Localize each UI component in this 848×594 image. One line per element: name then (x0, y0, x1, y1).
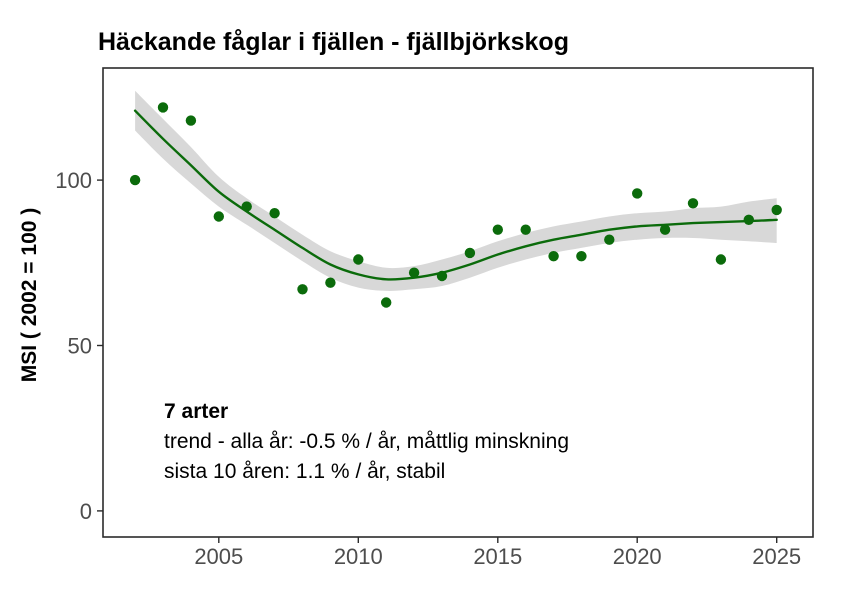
data-point (297, 284, 308, 295)
y-tick-label: 100 (55, 168, 92, 193)
panel-border (102, 67, 814, 538)
data-point (604, 234, 615, 245)
data-point (771, 204, 782, 216)
data-point (492, 224, 503, 235)
data-point (520, 224, 531, 235)
data-point (464, 247, 476, 259)
data-point (632, 188, 643, 199)
data-point (157, 102, 169, 113)
x-tick-label: 2020 (613, 544, 662, 569)
annotation-species-count: 7 arter (164, 400, 229, 423)
data-point (687, 198, 699, 209)
y-tick-label: 50 (68, 334, 92, 359)
chart-title: Häckande fåglar i fjällen - fjällbjörksk… (98, 28, 569, 56)
data-point (353, 254, 364, 265)
data-point (743, 214, 754, 225)
data-point (659, 224, 671, 235)
data-point (129, 174, 141, 186)
x-tick-label: 2010 (334, 544, 383, 569)
y-tick-label: 0 (80, 499, 92, 524)
data-point (185, 115, 197, 126)
panel-group: 2005 2010 2015 2020 2025 0 50 100 (55, 67, 814, 569)
annotation-trend-last-10: sista 10 åren: 1.1 % / år, stabil (164, 460, 446, 483)
data-point (381, 297, 392, 308)
annotation-block: 7 arter trend - alla år: -0.5 % / år, må… (164, 397, 569, 487)
x-tick-label: 2025 (752, 544, 801, 569)
data-point (269, 208, 280, 219)
x-tick-label: 2015 (473, 544, 522, 569)
annotation-trend-all-years: trend - alla år: -0.5 % / år, måttlig mi… (164, 430, 569, 453)
data-point (408, 267, 420, 278)
data-point (715, 254, 727, 265)
data-point (213, 211, 224, 222)
data-point (436, 270, 448, 282)
data-point (576, 251, 587, 262)
data-point (241, 201, 252, 212)
x-tick-label: 2005 (194, 544, 243, 569)
data-point (325, 277, 336, 288)
data-point (548, 251, 559, 262)
confidence-band (135, 90, 777, 291)
